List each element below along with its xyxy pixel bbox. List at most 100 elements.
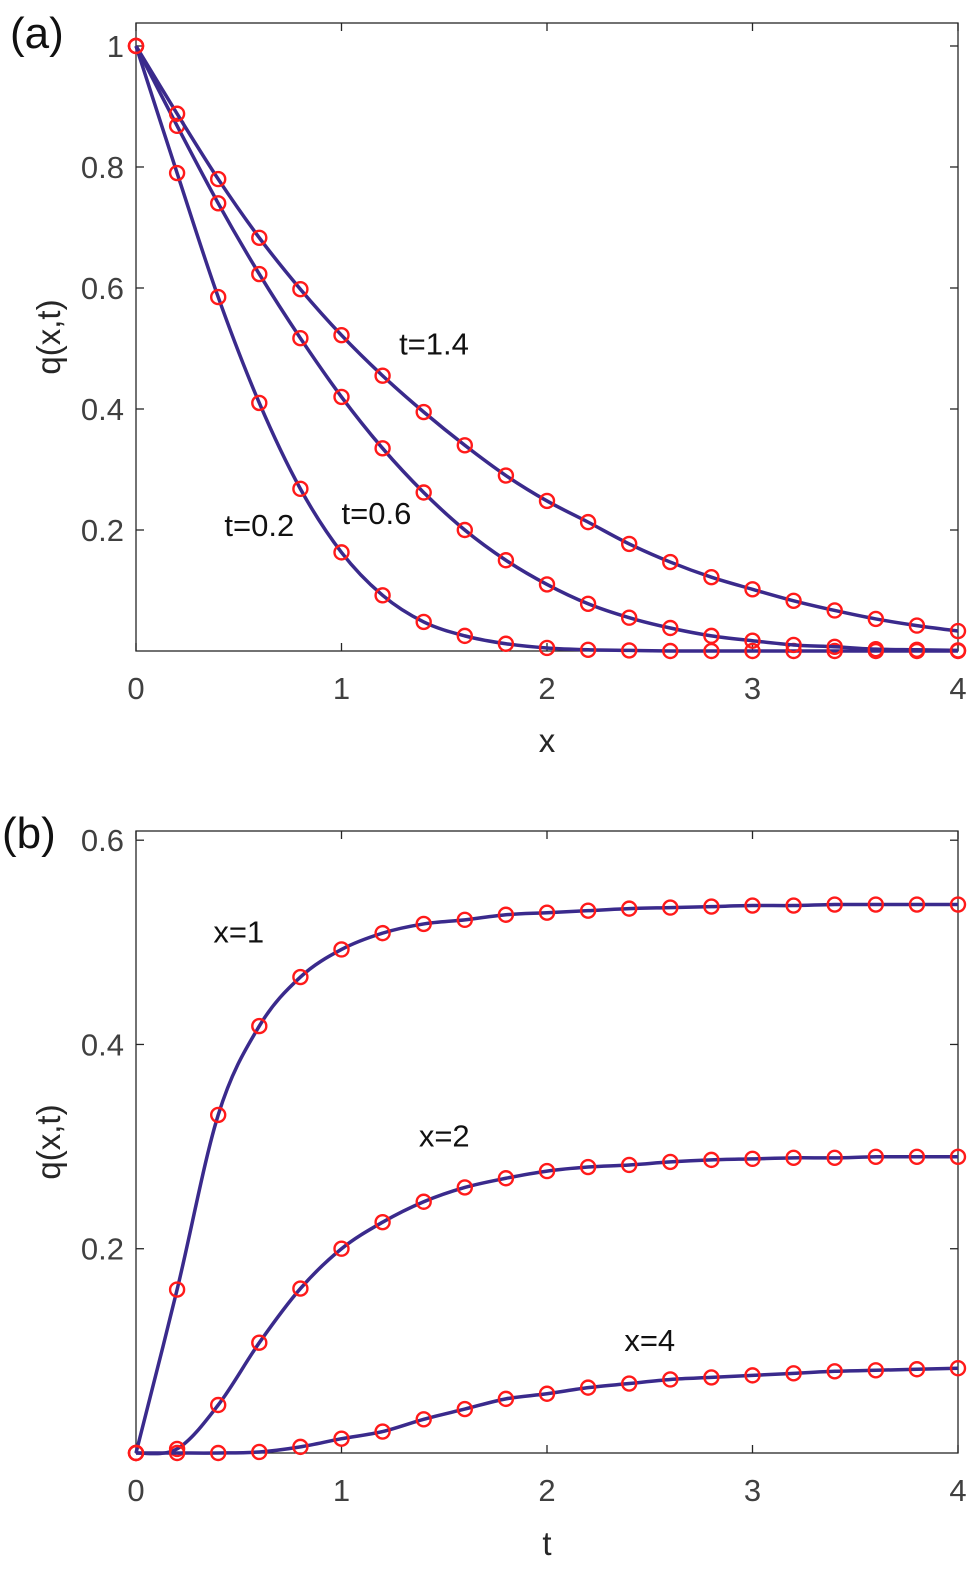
y-tick-label: 0.4	[81, 392, 124, 427]
panel-label: (b)	[2, 809, 56, 858]
data-point-marker	[538, 904, 556, 921]
x-tick-label: 1	[333, 1473, 350, 1508]
data-point-marker	[415, 484, 432, 501]
curve-annotation: x=2	[419, 1119, 470, 1154]
data-point-marker	[333, 388, 350, 406]
series-line-x=2	[135, 1154, 958, 1456]
data-point-marker	[168, 105, 186, 122]
series-line-t=1.4	[134, 45, 959, 633]
data-point-marker	[456, 627, 473, 645]
data-point-marker	[867, 896, 884, 913]
x-tick-label: 4	[949, 1473, 966, 1508]
data-point-marker	[374, 587, 391, 604]
chart-panel-1: 0 1 2 3 4 0.2 0.4 0.6 t q(x,t) (b) x=1 x=2 x=4	[2, 809, 967, 1562]
data-point-marker	[251, 394, 268, 412]
data-point-marker	[949, 642, 967, 659]
series-line-x=1	[134, 902, 958, 1454]
data-point-marker	[333, 941, 350, 958]
y-tick-label: 0.6	[81, 271, 124, 306]
data-point-marker	[127, 1444, 145, 1462]
data-point-marker	[374, 367, 391, 384]
data-point-marker	[908, 896, 926, 913]
curve-annotation: t=1.4	[399, 327, 469, 362]
data-point-marker	[867, 1148, 884, 1166]
data-point-marker	[908, 1148, 926, 1166]
data-point-marker	[415, 403, 432, 421]
x-tick-label: 3	[744, 1473, 761, 1508]
data-point-marker	[292, 968, 309, 986]
data-point-marker	[579, 595, 597, 613]
data-point-marker	[374, 1213, 391, 1231]
data-point-marker	[579, 513, 597, 531]
data-point-marker	[744, 581, 761, 598]
data-point-marker	[333, 544, 350, 561]
data-point-marker	[867, 640, 884, 658]
data-point-marker	[415, 613, 432, 631]
data-point-marker	[497, 906, 515, 923]
data-point-marker	[785, 1149, 802, 1167]
data-point-marker	[949, 622, 967, 640]
data-point-marker	[703, 568, 720, 586]
data-point-marker	[662, 642, 679, 660]
data-point-marker	[251, 229, 268, 246]
data-point-marker	[744, 642, 761, 660]
data-point-marker	[579, 641, 597, 658]
curve-annotation: t=0.2	[224, 508, 294, 543]
data-point-marker	[456, 1400, 473, 1418]
data-point-marker	[744, 897, 761, 914]
data-point-marker	[374, 440, 391, 457]
data-point-marker	[662, 899, 679, 916]
data-point-marker	[538, 492, 556, 510]
curve-annotation: t=0.6	[342, 496, 412, 531]
data-point-marker	[168, 164, 186, 182]
data-point-marker	[497, 1170, 515, 1187]
y-tick-label: 0.4	[81, 1027, 124, 1062]
data-point-marker	[867, 610, 884, 628]
data-point-marker	[621, 609, 638, 626]
data-point-marker	[251, 1334, 268, 1351]
data-point-marker	[908, 641, 926, 658]
data-point-marker	[826, 638, 843, 655]
data-point-marker	[251, 265, 268, 283]
axes-frame	[135, 22, 959, 652]
data-point-marker	[374, 924, 391, 942]
data-point-marker	[579, 1158, 597, 1176]
data-point-marker	[949, 896, 967, 913]
data-point-marker	[456, 911, 473, 929]
data-point-marker	[826, 896, 843, 913]
data-point-marker	[826, 602, 843, 619]
chart-panel-0: 0 1 2 3 4 0.2 0.4 0.6 0.8 1 x q(x,t) (a) t=0.2 t=0.6 t=…	[10, 9, 967, 759]
data-point-marker	[785, 897, 802, 914]
y-tick-label: 0.2	[81, 1232, 124, 1267]
x-tick-label: 0	[127, 671, 144, 706]
data-point-marker	[662, 1371, 679, 1388]
panel-label: (a)	[10, 9, 64, 58]
data-point-marker	[168, 1281, 186, 1298]
data-point-marker	[497, 552, 515, 569]
data-point-marker	[209, 1444, 227, 1462]
y-tick-label: 0.2	[81, 513, 124, 548]
data-point-marker	[333, 1430, 350, 1447]
x-tick-label: 4	[949, 671, 966, 706]
data-point-marker	[497, 467, 515, 484]
curve-annotation: x=4	[624, 1323, 675, 1358]
y-axis-label: q(x,t)	[30, 1104, 67, 1179]
curve-annotation: x=1	[213, 914, 264, 949]
data-point-marker	[538, 639, 556, 657]
x-tick-label: 0	[127, 1473, 144, 1508]
data-point-marker	[292, 480, 309, 498]
data-point-marker	[168, 1444, 186, 1462]
data-point-marker	[908, 1361, 926, 1378]
x-axis-label: x	[539, 722, 556, 759]
data-point-marker	[538, 1162, 556, 1180]
data-point-marker	[579, 1379, 597, 1396]
data-point-marker	[703, 1369, 720, 1386]
data-point-marker	[621, 535, 638, 553]
data-point-marker	[209, 288, 227, 306]
data-point-marker	[785, 636, 802, 654]
data-point-marker	[415, 1193, 432, 1210]
y-tick-label: 0.8	[81, 150, 124, 185]
series-line-t=0.2	[134, 45, 958, 653]
data-point-marker	[949, 1360, 967, 1377]
